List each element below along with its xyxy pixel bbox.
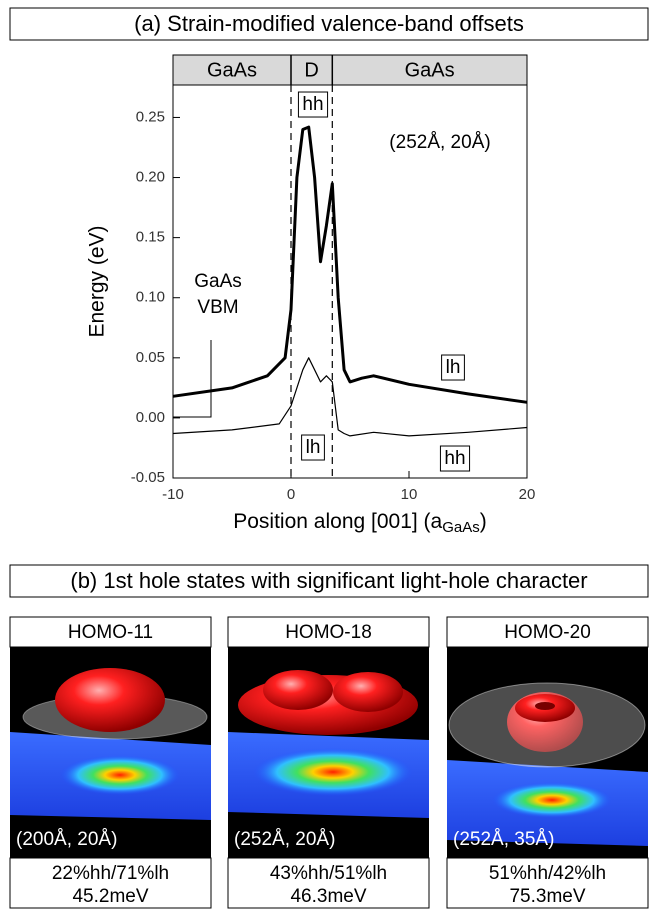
- annotation: (252Å, 20Å): [389, 132, 490, 153]
- label-box: [227, 616, 430, 648]
- density-map: [492, 782, 612, 818]
- series-line: [172, 357, 528, 437]
- caption-box: [9, 857, 212, 909]
- x-axis-label: Position along [001] (aGaAs): [233, 510, 487, 536]
- plot-frame: [172, 84, 528, 479]
- title-box: [9, 7, 649, 41]
- state-energy: 45.2meV: [72, 886, 148, 907]
- region-label: GaAs: [207, 59, 257, 81]
- region-label: D: [304, 59, 318, 81]
- y-tick-label: 0.05: [136, 349, 165, 366]
- annotation: hh: [444, 448, 465, 469]
- chart-title: (a) Strain-modified valence-band offsets: [134, 11, 524, 36]
- y-tick-label: 0.00: [136, 409, 165, 426]
- state-energy: 75.3meV: [509, 886, 585, 907]
- wavefunction: [263, 670, 333, 710]
- state-params: (252Å, 35Å): [453, 829, 554, 850]
- vbm-bracket: [173, 340, 212, 418]
- wavefunction: [55, 668, 165, 732]
- annotation: GaAs: [194, 271, 242, 292]
- state-character: 51%hh/42%lh: [489, 863, 606, 884]
- title-box: [9, 564, 649, 598]
- y-tick-label: 0.15: [136, 229, 165, 246]
- state-label: HOMO-20: [504, 622, 591, 643]
- annotation-box: [297, 91, 329, 118]
- annotation: lh: [446, 357, 461, 378]
- x-tick-label: -10: [162, 486, 184, 503]
- label-box: [446, 616, 649, 648]
- annotation-box: [301, 434, 325, 461]
- state-params: (252Å, 20Å): [234, 829, 335, 850]
- region-label: GaAs: [405, 59, 455, 81]
- ring-hole: [535, 702, 555, 710]
- annotation-box: [439, 445, 471, 472]
- caption-box: [227, 857, 430, 909]
- label-box: [9, 616, 212, 648]
- annotation: hh: [302, 94, 323, 115]
- x-axis-label-suffix: ): [480, 510, 487, 533]
- state-character: 22%hh/71%lh: [52, 863, 169, 884]
- annotation: lh: [306, 437, 321, 458]
- y-tick-label: 0.20: [136, 169, 165, 186]
- state-label: HOMO-11: [68, 622, 153, 643]
- density-map: [60, 755, 180, 795]
- disk: [448, 682, 646, 768]
- y-tick-label: 0.10: [136, 289, 165, 306]
- state-energy: 46.3meV: [290, 886, 366, 907]
- panel-title: (b) 1st hole states with significant lig…: [70, 568, 587, 593]
- density-map: [253, 748, 413, 796]
- annotation: VBM: [197, 297, 238, 318]
- y-tick-label: 0.25: [136, 108, 165, 125]
- x-axis-label-text: Position along [001] (a: [233, 510, 442, 533]
- state-params: (200Å, 20Å): [16, 829, 117, 850]
- state-character: 43%hh/51%lh: [270, 863, 387, 884]
- x-tick-label: 20: [519, 486, 536, 503]
- x-axis-label-sub: GaAs: [442, 519, 480, 536]
- y-tick-label: -0.05: [131, 469, 165, 486]
- region-header: [172, 54, 528, 86]
- wavefunction: [333, 672, 403, 712]
- caption-box: [446, 857, 649, 909]
- state-label: HOMO-18: [285, 622, 372, 643]
- y-axis-label: Energy (eV): [86, 225, 109, 337]
- annotation-box: [441, 354, 465, 381]
- x-tick-label: 0: [287, 486, 295, 503]
- x-tick-label: 10: [401, 486, 418, 503]
- series-line: [172, 125, 528, 404]
